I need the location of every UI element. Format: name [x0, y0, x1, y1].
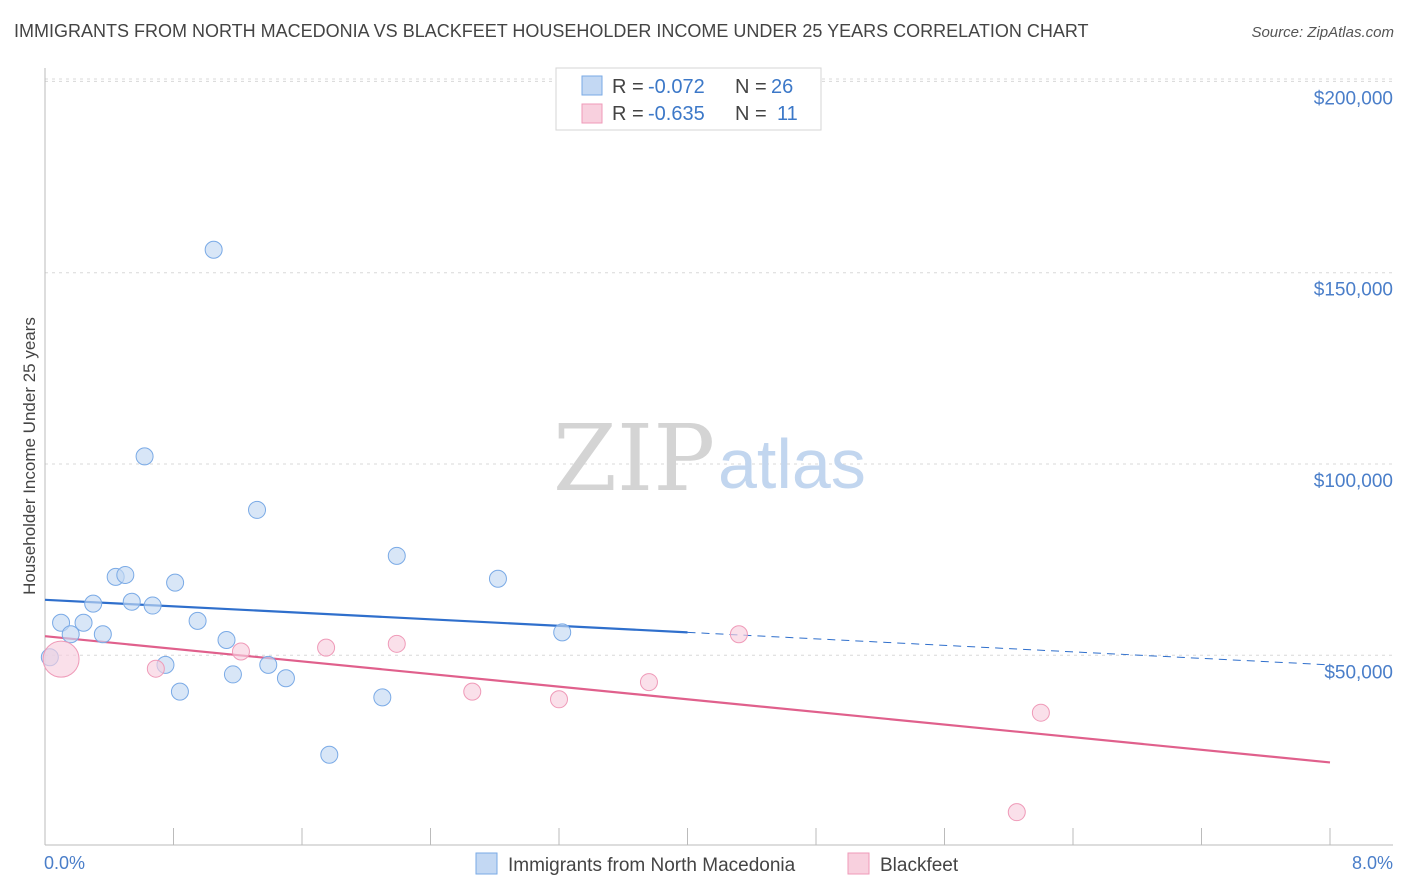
watermark-atlas: atlas [718, 425, 866, 503]
x-tick-label-min: 0.0% [44, 853, 85, 873]
y-tick-label: $100,000 [1314, 471, 1393, 492]
data-point-blackfeet [550, 690, 568, 709]
series-legend-label-blackfeet: Blackfeet [880, 855, 959, 876]
legend-r-label-1: R = [612, 76, 644, 98]
y-tick-labels: $50,000 $100,000 $150,000 $200,000 [1314, 88, 1393, 683]
data-point-north-macedonia [84, 594, 103, 613]
data-points [40, 240, 1050, 822]
data-point-north-macedonia [61, 625, 80, 644]
data-point-north-macedonia [553, 623, 572, 642]
axes [44, 68, 1393, 846]
data-point-north-macedonia [93, 625, 112, 644]
legend-r-label-2: R = [612, 103, 644, 125]
data-point-blackfeet [729, 625, 748, 644]
trend-line-blackfeet [44, 635, 1331, 764]
series-legend: Immigrants from North Macedonia Blackfee… [475, 852, 959, 876]
y-tick-label: $200,000 [1314, 88, 1393, 109]
data-point-north-macedonia [259, 655, 278, 674]
series-legend-swatch-north-macedonia [475, 852, 498, 875]
data-point-north-macedonia [116, 565, 135, 584]
data-point-north-macedonia [217, 630, 236, 649]
y-axis-label: Householder Income Under 25 years [20, 317, 39, 595]
data-point-north-macedonia [488, 569, 507, 588]
data-point-blackfeet [317, 638, 336, 657]
data-point-blackfeet [1007, 803, 1026, 822]
legend-swatch-north-macedonia [581, 75, 603, 96]
data-point-north-macedonia [52, 613, 71, 632]
data-point-north-macedonia [122, 592, 141, 611]
data-point-north-macedonia [276, 669, 295, 688]
data-point-north-macedonia [135, 447, 154, 466]
data-point-blackfeet [146, 659, 165, 678]
data-point-north-macedonia [248, 500, 267, 519]
source-label: Source: ZipAtlas.com [1251, 24, 1394, 41]
y-tick-label: $150,000 [1314, 280, 1393, 301]
watermark: ZIP atlas [553, 405, 866, 512]
trend-line-north-macedonia [44, 598, 688, 634]
data-point-north-macedonia [387, 546, 406, 565]
y-tick-label: $50,000 [1324, 662, 1393, 683]
x-tick-label-max: 8.0% [1352, 853, 1393, 873]
series-legend-label-north-macedonia: Immigrants from North Macedonia [508, 855, 796, 876]
legend-r-value-2: -0.635 [648, 103, 705, 125]
chart-title: IMMIGRANTS FROM NORTH MACEDONIA VS BLACK… [14, 21, 1089, 41]
data-point-blackfeet [1031, 703, 1050, 722]
legend-r-value-1: -0.072 [648, 76, 705, 98]
legend-n-label-2: N = [735, 103, 767, 125]
legend-n-value-2: 11 [777, 103, 798, 125]
data-point-north-macedonia [143, 596, 162, 615]
data-point-north-macedonia [320, 745, 339, 764]
grid-lines [45, 78, 1393, 656]
data-point-north-macedonia [170, 682, 189, 701]
data-point-blackfeet [463, 682, 482, 701]
x-tick-labels: 0.0% 8.0% [44, 853, 1393, 873]
watermark-zip: ZIP [553, 405, 715, 512]
data-point-north-macedonia [223, 665, 242, 684]
legend-n-value-1: 26 [771, 76, 793, 98]
trend-line-extension [687, 631, 1331, 666]
legend-swatch-blackfeet [581, 103, 603, 124]
data-point-north-macedonia [204, 240, 223, 259]
data-point-north-macedonia [373, 688, 392, 707]
data-point-north-macedonia [74, 613, 93, 632]
data-point-north-macedonia [188, 611, 207, 630]
data-point-blackfeet [387, 634, 406, 653]
series-legend-swatch-blackfeet [847, 852, 870, 875]
stats-legend: R = -0.072 N = 26 R = -0.635 N = 11 [555, 67, 822, 131]
legend-n-label-1: N = [735, 76, 767, 98]
data-point-blackfeet [639, 673, 658, 692]
data-point-blackfeet [231, 642, 250, 661]
data-point-blackfeet [42, 640, 80, 678]
data-point-north-macedonia [166, 573, 185, 592]
